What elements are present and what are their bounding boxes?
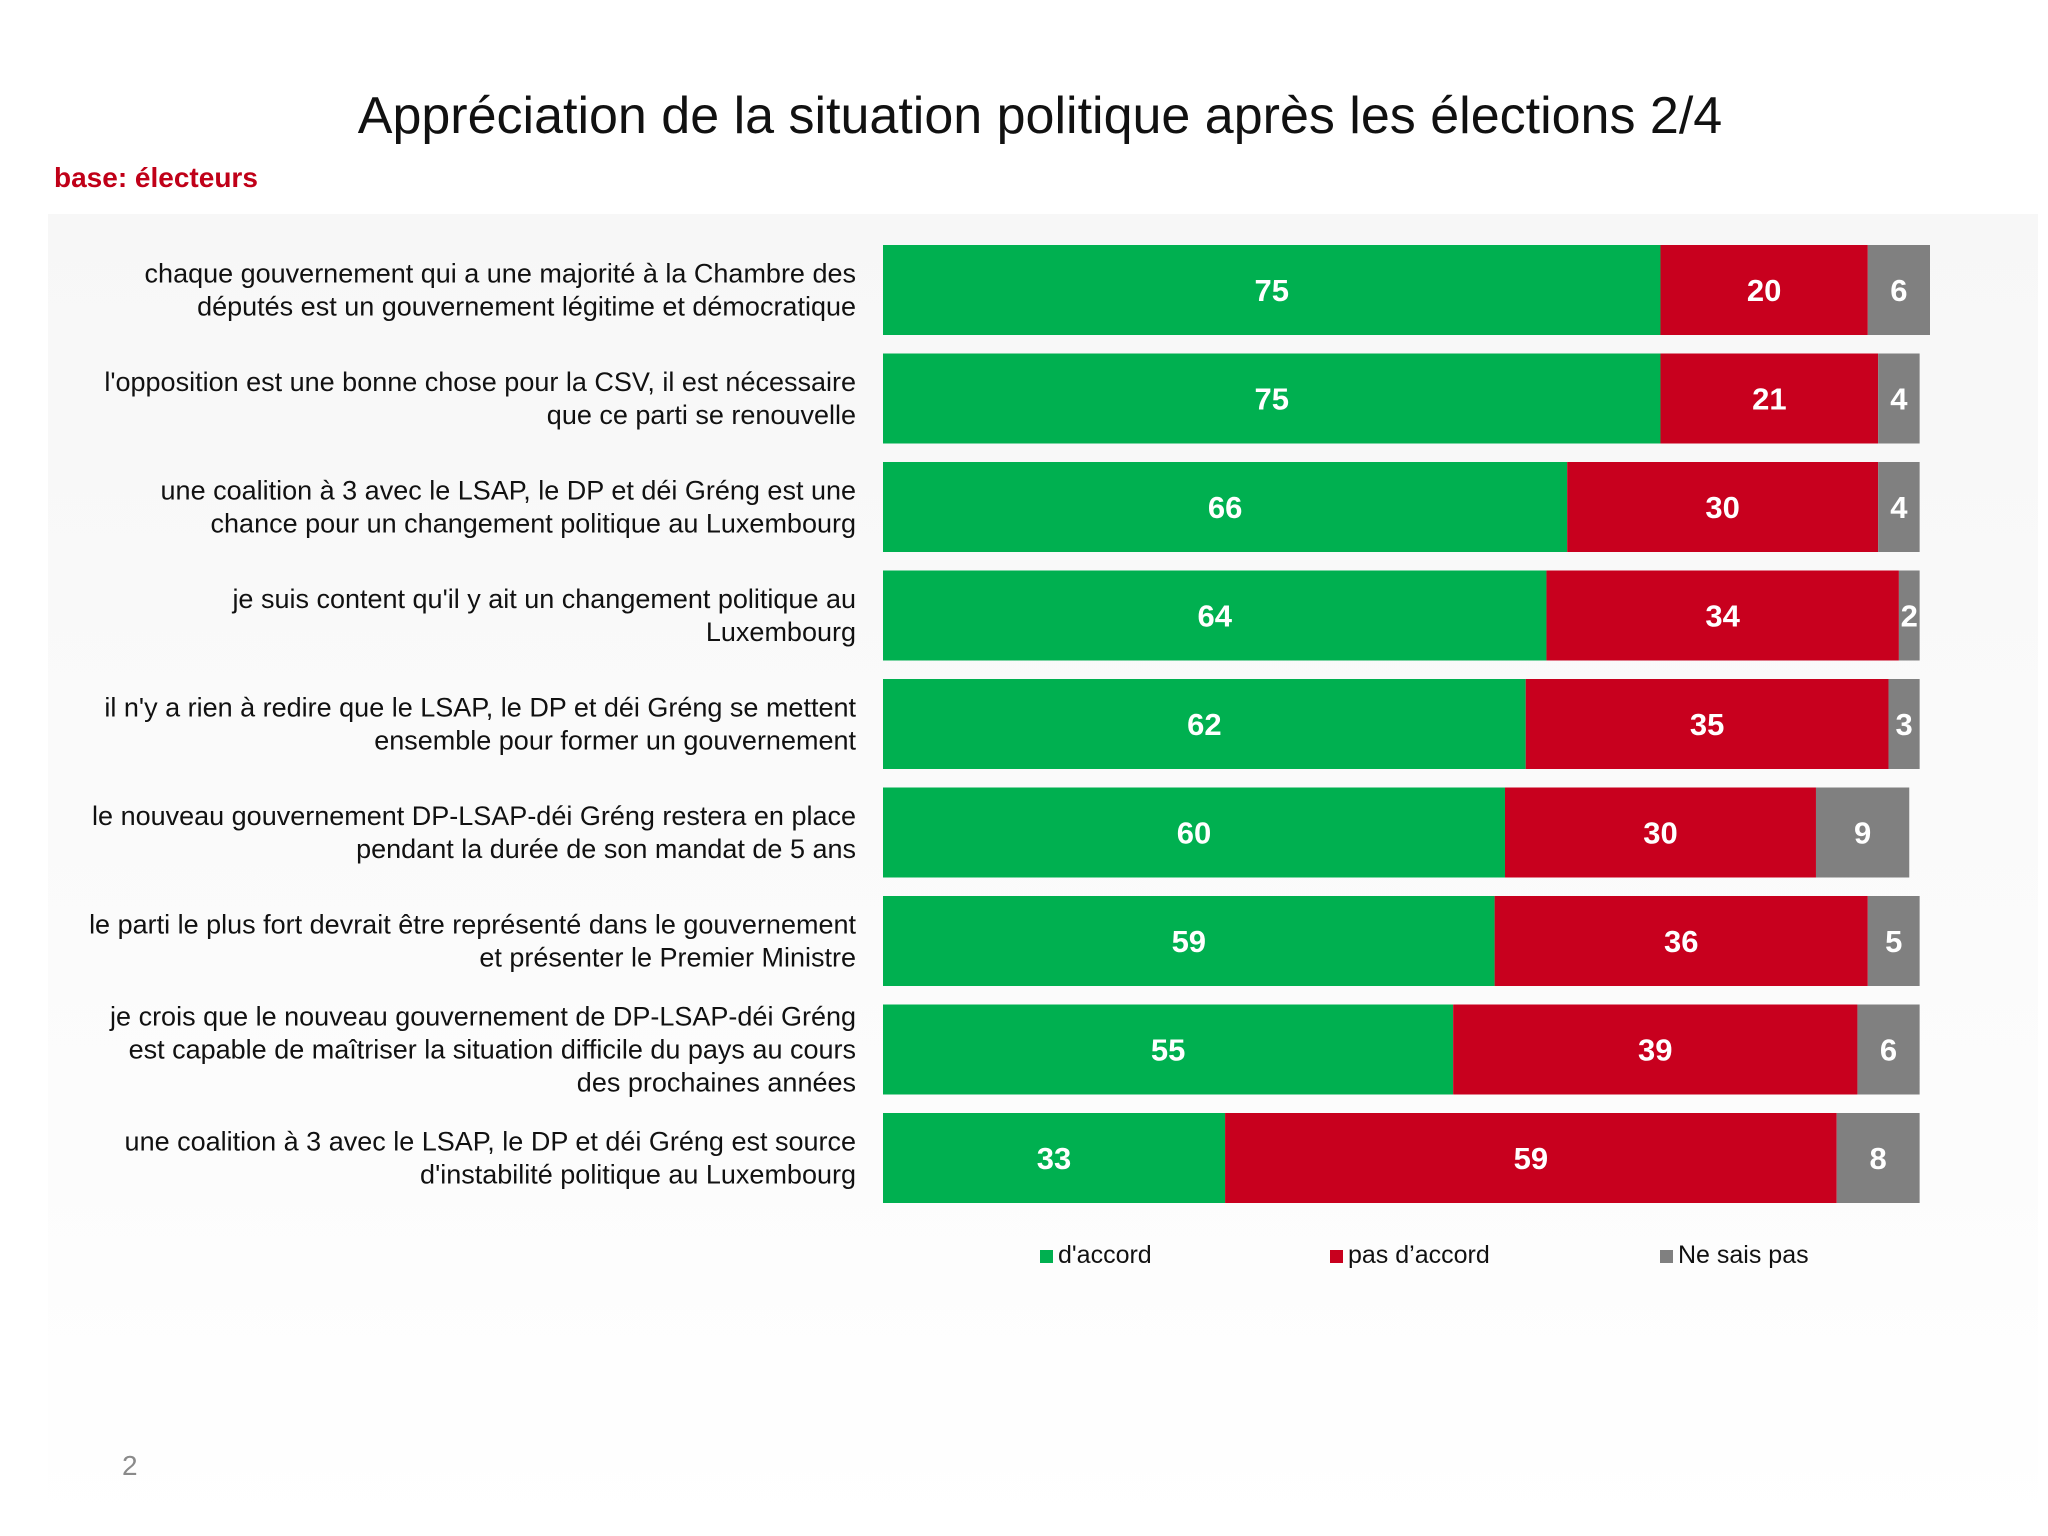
- bar-pas-d-accord: [1525, 679, 1889, 769]
- category-label: une coalition à 3 avec le LSAP, le DP et…: [125, 1127, 856, 1190]
- bar-ne-sais-pas: [1888, 679, 1920, 769]
- data-label: 5: [1885, 924, 1902, 959]
- bar-d-accord: [883, 896, 1495, 986]
- bar-ne-sais-pas: [1898, 570, 1920, 661]
- bar-d-accord: [883, 462, 1568, 552]
- bar-ne-sais-pas: [1815, 787, 1910, 878]
- bar-pas-d-accord: [1660, 245, 1868, 335]
- data-label: 21: [1752, 382, 1786, 417]
- data-label: 36: [1664, 924, 1698, 959]
- category-label: je suis content qu'il y ait un changemen…: [231, 584, 856, 647]
- data-label: 75: [1254, 382, 1288, 417]
- page-title: Appréciation de la situation politique a…: [357, 87, 1723, 145]
- bar-d-accord: [883, 1113, 1226, 1203]
- bar-ne-sais-pas: [1878, 462, 1920, 552]
- bar-d-accord: [883, 1004, 1454, 1095]
- legend-label: d'accord: [1058, 1241, 1152, 1269]
- bar-pas-d-accord: [1453, 1004, 1858, 1095]
- bar-pas-d-accord: [1660, 353, 1879, 444]
- legend-swatch: [1330, 1250, 1343, 1263]
- legend-label: pas d’accord: [1348, 1241, 1490, 1269]
- bar-pas-d-accord: [1567, 462, 1879, 552]
- legend-swatch: [1660, 1250, 1673, 1263]
- data-label: 8: [1870, 1141, 1887, 1176]
- category-label: l'opposition est une bonne chose pour la…: [104, 367, 856, 430]
- category-label: une coalition à 3 avec le LSAP, le DP et…: [161, 476, 856, 539]
- category-label: le parti le plus fort devrait être repré…: [89, 910, 856, 973]
- bar-ne-sais-pas: [1878, 353, 1920, 444]
- data-label: 30: [1643, 816, 1677, 851]
- bar-pas-d-accord: [1546, 570, 1899, 661]
- bar-ne-sais-pas: [1857, 1004, 1920, 1095]
- data-label: 35: [1690, 707, 1724, 742]
- data-label: 6: [1890, 273, 1907, 308]
- bar-ne-sais-pas: [1867, 896, 1920, 986]
- bar-d-accord: [883, 679, 1526, 769]
- bar-pas-d-accord: [1225, 1113, 1837, 1203]
- base-label: base: électeurs: [54, 162, 258, 193]
- data-label: 62: [1187, 707, 1221, 742]
- data-label: 2: [1901, 599, 1918, 634]
- bar-pas-d-accord: [1504, 787, 1816, 878]
- data-label: 3: [1895, 707, 1912, 742]
- data-label: 66: [1208, 490, 1242, 525]
- data-label: 9: [1854, 816, 1871, 851]
- data-label: 34: [1705, 599, 1740, 634]
- data-label: 55: [1151, 1033, 1185, 1068]
- bar-ne-sais-pas: [1836, 1113, 1920, 1203]
- bar-d-accord: [883, 787, 1505, 878]
- data-label: 60: [1177, 816, 1211, 851]
- data-label: 39: [1638, 1033, 1672, 1068]
- data-label: 64: [1197, 599, 1232, 634]
- data-label: 4: [1890, 382, 1908, 417]
- data-label: 59: [1172, 924, 1206, 959]
- legend-label: Ne sais pas: [1678, 1241, 1809, 1269]
- category-label: je crois que le nouveau gouvernement de …: [109, 1002, 856, 1098]
- category-label: le nouveau gouvernement DP-LSAP-déi Grén…: [92, 801, 856, 864]
- data-label: 59: [1514, 1141, 1548, 1176]
- data-label: 4: [1890, 490, 1908, 525]
- category-label: chaque gouvernement qui a une majorité à…: [145, 259, 856, 322]
- bar-d-accord: [883, 570, 1547, 661]
- bar-pas-d-accord: [1494, 896, 1868, 986]
- data-label: 20: [1747, 273, 1781, 308]
- data-label: 33: [1037, 1141, 1071, 1176]
- legend-swatch: [1040, 1250, 1053, 1263]
- data-label: 75: [1254, 273, 1288, 308]
- bar-ne-sais-pas: [1867, 245, 1930, 335]
- category-label: il n'y a rien à redire que le LSAP, le D…: [104, 693, 856, 756]
- data-label: 30: [1705, 490, 1739, 525]
- data-label: 6: [1880, 1033, 1897, 1068]
- bar-d-accord: [883, 245, 1661, 335]
- page-number: 2: [122, 1450, 138, 1481]
- bar-d-accord: [883, 353, 1661, 444]
